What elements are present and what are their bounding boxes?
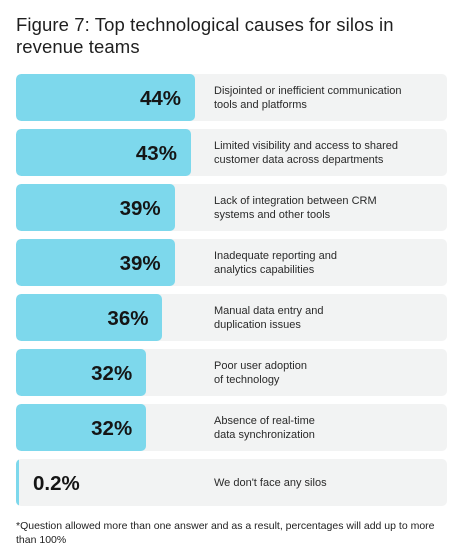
data-label: 44%: [139, 87, 181, 110]
bar: [16, 239, 175, 286]
category-label: Poor user adoption of technology: [214, 359, 307, 386]
bar: [16, 459, 19, 506]
bar: [16, 294, 163, 341]
category-label: Limited visibility and access to shared c…: [214, 139, 399, 166]
category-label: We don't face any silos: [214, 476, 327, 489]
footnote: *Question allowed more than one answer a…: [16, 520, 435, 546]
bar: [16, 349, 147, 396]
category-label: Absence of real-time data synchronization: [214, 414, 315, 441]
category-label: Manual data entry and duplication issues: [214, 304, 324, 331]
category-label: Lack of integration between CRM systems a…: [214, 194, 377, 221]
bar: [16, 404, 147, 451]
data-label: 32%: [91, 362, 133, 385]
bar: [16, 74, 195, 121]
data-label: 0.2%: [33, 472, 80, 495]
bar-row: 0.2% We don't face any silos: [16, 459, 447, 506]
bar-row: 43% Limited visibility and access to shar…: [16, 129, 447, 176]
bar: [16, 184, 175, 231]
chart-title: Figure 7: Top technological causes for s…: [16, 14, 394, 57]
data-label: 39%: [119, 252, 161, 275]
bar-row: 39% Lack of integration between CRM system…: [16, 184, 447, 231]
bar-row: 44% Disjointed or inefficient communicati…: [16, 74, 447, 121]
data-label: 32%: [91, 417, 133, 440]
category-label: Disjointed or inefficient communication t…: [214, 84, 402, 111]
bar: [16, 129, 191, 176]
category-label: Inadequate reporting and analytics capabi…: [214, 249, 337, 276]
bar-row: 32% Absence of real-time data synchronizat…: [16, 404, 447, 451]
bar-row: 32% Poor user adoption of technology: [16, 349, 447, 396]
data-label: 39%: [119, 197, 161, 220]
bar-row: 36% Manual data entry and duplication issu…: [16, 294, 447, 341]
data-label: 43%: [135, 142, 177, 165]
data-label: 36%: [107, 307, 149, 330]
bar-row: 39% Inadequate reporting and analytics cap…: [16, 239, 447, 286]
bar-chart: 44% Disjointed or inefficient communicati…: [16, 74, 447, 514]
